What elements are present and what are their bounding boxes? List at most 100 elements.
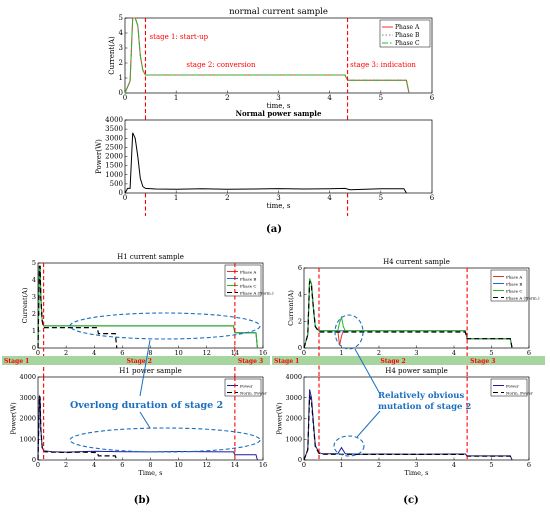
- legend-label: Phase B: [240, 277, 256, 282]
- legend-label: Phase C: [395, 40, 420, 47]
- y-tick-label: 5: [32, 259, 36, 267]
- panel-label: (a): [266, 224, 282, 235]
- legend-label: Phase A: [395, 24, 420, 31]
- highlight-ellipse: [333, 435, 365, 457]
- x-tick-label: 12: [203, 349, 211, 357]
- stage-band-label: Stage 3: [238, 358, 263, 365]
- highlight-ellipse: [334, 314, 364, 350]
- x-tick-label: 2: [225, 94, 229, 102]
- chart-c-current: H4 current sample 0 1 2 3 4 5 6 0 2 4 6 Current(A) Ph…: [287, 258, 540, 357]
- x-tick-label: 14: [231, 349, 239, 357]
- x-tick-label: 4: [92, 461, 96, 469]
- y-tick-label: 0: [298, 456, 302, 464]
- x-axis-label: time, s: [267, 102, 291, 110]
- highlight-ellipse: [69, 312, 261, 340]
- y-tick-label: 2000: [105, 153, 123, 161]
- x-tick-label: 4: [327, 194, 332, 202]
- legend-label: Phase A (Norm.): [240, 291, 274, 296]
- chart-b-power: H1 power sample 0 2 4 6 8 10 12 14 16 0 1000 2000 300…: [9, 367, 267, 477]
- chart-title: Normal power sample: [236, 109, 322, 118]
- x-tick-label: 2: [64, 349, 68, 357]
- chart-title: normal current sample: [229, 7, 328, 17]
- y-tick-label: 0: [119, 89, 123, 97]
- chart-title: H4 current sample: [383, 258, 450, 266]
- x-tick-label: 1: [339, 461, 343, 469]
- x-tick-label: 16: [259, 461, 267, 469]
- y-tick-label: 3: [119, 44, 123, 52]
- x-tick-label: 2: [225, 194, 229, 202]
- y-tick-label: 4000: [105, 116, 123, 124]
- annotation-arrow: [139, 339, 151, 397]
- y-tick-label: 5: [119, 14, 123, 22]
- y-tick-label: 3000: [19, 394, 36, 402]
- series-line-phase-a-norm-: [303, 281, 513, 349]
- x-tick-label: 0: [36, 349, 40, 357]
- y-tick-label: 2500: [105, 143, 123, 151]
- x-axis-label: Time, s: [139, 469, 163, 477]
- y-axis-label: Current(A): [21, 287, 29, 323]
- y-tick-label: 2: [119, 59, 123, 67]
- x-tick-label: 0: [302, 461, 306, 469]
- y-axis-label: Current(A): [108, 36, 116, 75]
- annotations: Overlong duration of stage 2 Relatively o…: [69, 312, 471, 457]
- y-tick-label: 2000: [19, 415, 36, 423]
- legend-box: [224, 378, 262, 397]
- y-tick-label: 4000: [19, 373, 36, 381]
- y-axis-label: Power(W): [9, 402, 17, 435]
- y-tick-label: 3000: [285, 394, 302, 402]
- chart-title: H1 current sample: [117, 253, 184, 261]
- y-tick-label: 1000: [105, 171, 123, 179]
- y-tick-label: 0: [32, 456, 36, 464]
- stage-label: stage 1: start-up: [150, 33, 209, 41]
- series-line-norm-power: [37, 395, 118, 461]
- y-tick-label: 2: [32, 310, 36, 318]
- chart-a-current: normal current sample 0 1 2 3 4 5 6 0 1 2 3 4 5 time, …: [108, 7, 435, 110]
- x-axis-label: Time, s: [405, 469, 429, 477]
- stage-band-label: Stage 1: [4, 358, 29, 365]
- y-axis-label: Power(W): [95, 139, 103, 174]
- legend-label: Phase C: [506, 289, 522, 294]
- stage-band-label: Stage 3: [470, 358, 495, 365]
- legend-label: Phase A: [240, 270, 256, 275]
- stage-band-label: Stage 1: [274, 358, 299, 365]
- chart-c-power: H4 power sample 0 1 2 3 4 5 6 0 1000 2000 3000 4000 T…: [275, 367, 532, 477]
- y-tick-label: 1: [119, 74, 123, 82]
- x-tick-label: 8: [148, 461, 152, 469]
- stage-band-label: Stage 2: [380, 358, 405, 365]
- x-tick-label: 6: [430, 194, 435, 202]
- series-line-phase-c: [124, 17, 410, 94]
- y-axis-label: Current(A): [287, 290, 295, 326]
- x-tick-label: 6: [120, 461, 124, 469]
- x-tick-label: 2: [64, 461, 68, 469]
- x-tick-label: 3: [414, 461, 418, 469]
- legend-label: Phase C: [240, 284, 256, 289]
- x-tick-label: 2: [377, 349, 381, 357]
- y-tick-label: 3000: [105, 134, 123, 142]
- x-tick-label: 5: [379, 94, 383, 102]
- x-tick-label: 6: [120, 349, 124, 357]
- legend-box: [224, 264, 262, 297]
- y-tick-label: 0: [32, 344, 36, 352]
- x-tick-label: 5: [489, 461, 493, 469]
- x-tick-label: 4: [452, 461, 456, 469]
- x-tick-label: 4: [92, 349, 96, 357]
- x-tick-label: 6: [430, 94, 435, 102]
- y-tick-label: 4000: [285, 373, 302, 381]
- x-tick-label: 0: [123, 194, 127, 202]
- y-axis-label: Power(W): [275, 402, 283, 435]
- legend-label: Norm. Power: [506, 391, 533, 396]
- stage-label: stage 3: indication: [350, 61, 416, 69]
- chart-title: H4 power sample: [385, 367, 447, 375]
- stage-band: [2, 356, 270, 365]
- stage-label: stage 2: conversion: [186, 61, 256, 69]
- y-tick-label: 6: [298, 264, 302, 272]
- x-tick-label: 6: [527, 349, 531, 357]
- x-tick-label: 8: [148, 349, 152, 357]
- annotation-arrow: [356, 410, 381, 438]
- y-tick-label: 0: [298, 344, 302, 352]
- legend-label: Phase A (Norm.): [506, 296, 540, 301]
- y-tick-label: 1: [32, 327, 36, 335]
- x-tick-label: 0: [302, 349, 306, 357]
